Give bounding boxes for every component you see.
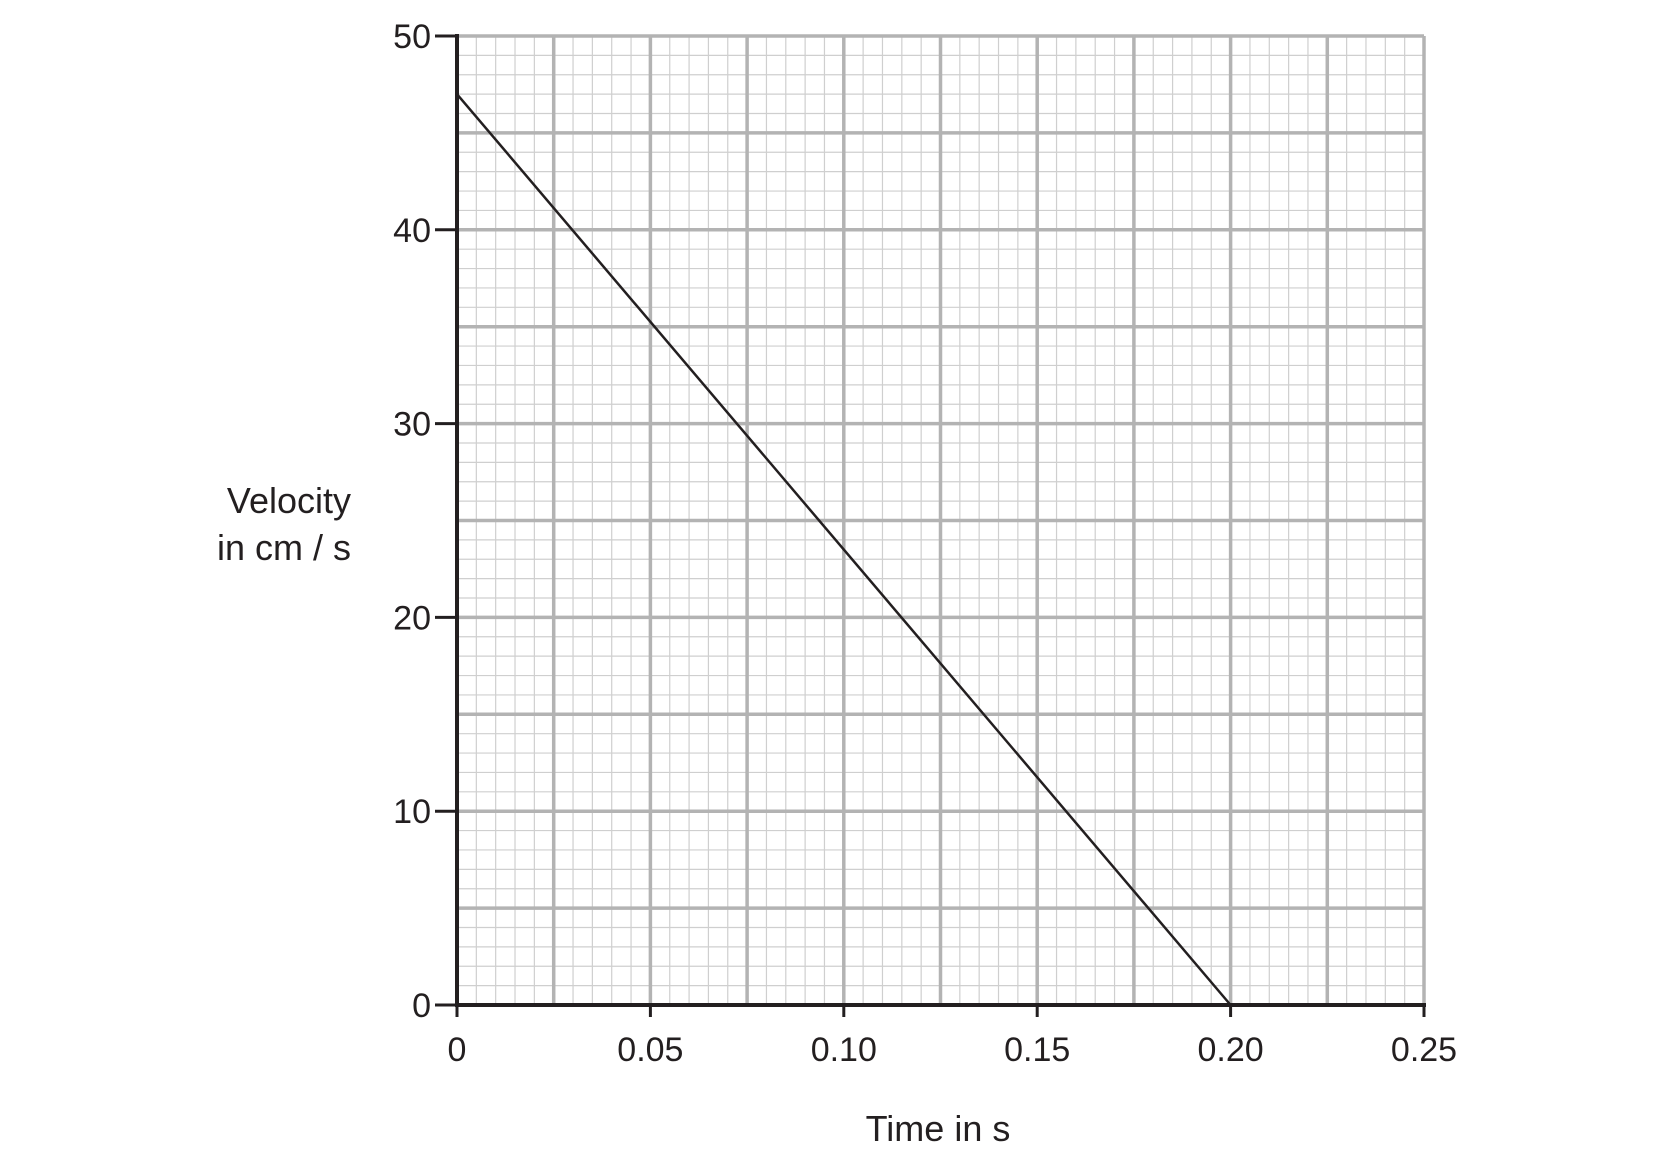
axes [455, 34, 1426, 1007]
x-tick-label: 0.10 [811, 1031, 877, 1069]
grid-major-lines [457, 34, 1426, 1005]
series-group [456, 93, 1232, 1006]
y-tick-label: 0 [412, 987, 431, 1025]
y-axis-title-line-2: in cm / s [217, 527, 351, 568]
x-axis-title: Time in s [866, 1108, 1011, 1149]
x-tick-label: 0 [448, 1031, 467, 1069]
x-axis-ticks: 0 0.05 0.10 0.15 0.20 0.25 [448, 1005, 1457, 1069]
y-tick-label: 30 [393, 406, 431, 444]
velocity-line [456, 93, 1232, 1006]
y-tick-label: 40 [393, 212, 431, 250]
y-axis-title-line-1: Velocity [227, 480, 351, 521]
x-tick-label: 0.25 [1391, 1031, 1457, 1069]
y-tick-label: 10 [393, 793, 431, 831]
x-tick-label: 0.20 [1198, 1031, 1264, 1069]
x-tick-label: 0.05 [617, 1031, 683, 1069]
y-axis-ticks: 0 10 20 30 40 50 [393, 18, 457, 1025]
x-tick-label: 0.15 [1004, 1031, 1070, 1069]
y-tick-label: 20 [393, 599, 431, 637]
y-tick-label: 50 [393, 18, 431, 56]
